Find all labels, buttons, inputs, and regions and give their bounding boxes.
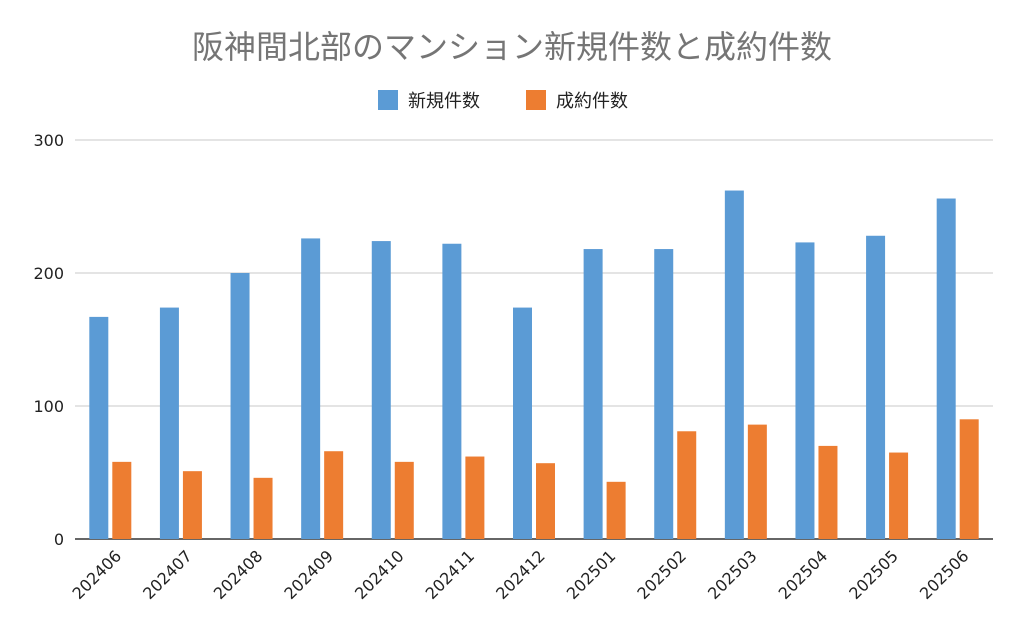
x-tick-label: 202501	[563, 546, 620, 603]
y-axis-ticks: 0 100 200 300	[33, 131, 64, 549]
x-tick-label: 202503	[704, 546, 761, 603]
bar-new-listings	[866, 235, 886, 539]
bar-closed-deals	[324, 451, 344, 539]
bar-closed-deals	[677, 431, 697, 539]
y-tick-label: 0	[54, 530, 64, 549]
bar-new-listings	[583, 249, 603, 539]
bar-new-listings	[159, 307, 179, 539]
bar-new-listings	[89, 316, 109, 539]
legend: 新規件数 成約件数	[378, 90, 628, 112]
legend-swatch-closed-deals	[526, 90, 546, 110]
legend-swatch-new-listings	[378, 90, 398, 110]
y-tick-label: 200	[33, 264, 64, 283]
bar-new-listings	[230, 273, 250, 539]
x-tick-label: 202502	[633, 546, 690, 603]
x-tick-label: 202505	[845, 546, 902, 603]
bar-closed-deals	[959, 419, 979, 539]
bar-new-listings	[513, 307, 532, 539]
bar-new-listings	[442, 243, 462, 540]
x-tick-label: 202407	[139, 546, 196, 603]
chart-title: 阪神間北部のマンション新規件数と成約件数	[192, 28, 832, 66]
legend-label-closed-deals: 成約件数	[556, 91, 628, 112]
bar-new-listings	[795, 242, 815, 539]
bar-new-listings	[936, 198, 956, 539]
bar-closed-deals	[182, 471, 202, 539]
bar-new-listings	[371, 241, 391, 539]
x-tick-label: 202412	[492, 546, 549, 603]
x-tick-label: 202410	[351, 546, 408, 603]
gridlines	[75, 139, 993, 540]
bar-closed-deals	[606, 481, 626, 539]
bar-new-listings	[654, 249, 674, 539]
bar-closed-deals	[112, 461, 132, 539]
y-tick-label: 100	[33, 397, 64, 416]
bar-closed-deals	[253, 477, 273, 539]
bars	[89, 190, 979, 540]
x-tick-label: 202411	[422, 546, 479, 603]
x-axis-ticks: 202406 202407 202408 202409 202410 202411 2024…	[69, 546, 973, 603]
x-tick-label: 202408	[210, 546, 267, 603]
bar-closed-deals	[889, 452, 909, 539]
bar-new-listings	[724, 190, 744, 540]
bar-closed-deals	[747, 424, 767, 539]
bar-closed-deals	[394, 461, 414, 539]
y-tick-label: 300	[33, 131, 64, 150]
x-tick-label: 202504	[775, 546, 832, 603]
x-tick-label: 202406	[69, 546, 126, 603]
bar-closed-deals	[818, 445, 838, 539]
legend-label-new-listings: 新規件数	[408, 91, 480, 112]
bar-closed-deals	[465, 456, 485, 539]
x-tick-label: 202409	[280, 546, 337, 603]
bar-closed-deals	[536, 463, 555, 539]
bar-new-listings	[301, 238, 321, 540]
x-tick-label: 202506	[916, 546, 973, 603]
